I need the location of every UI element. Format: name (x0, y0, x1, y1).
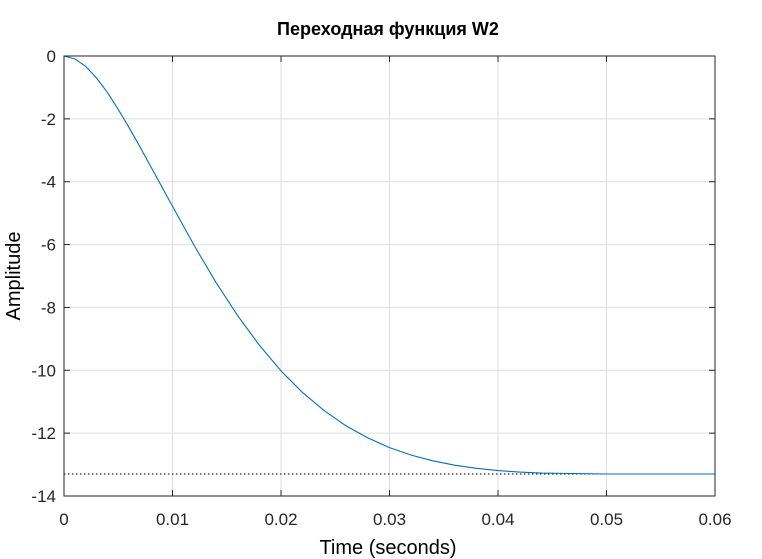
chart-title: Переходная функция W2 (277, 19, 499, 39)
y-axis-label: Amplitude (3, 232, 25, 321)
y-tick-label: -12 (31, 424, 56, 443)
y-tick-label: -10 (31, 361, 56, 380)
step-response-line (63, 55, 715, 475)
y-tick-label: -2 (41, 110, 56, 129)
plot-area: 0 0.01 0.02 0.03 0.04 0.05 0.06 0 -2 -4 -6 -8 -10 -12… (31, 47, 731, 529)
x-tick-label: 0.02 (264, 510, 297, 529)
y-tick-label: -8 (41, 298, 56, 317)
y-tick-label: -4 (41, 173, 56, 192)
y-tick-label: 0 (47, 47, 56, 66)
x-tick-label: 0 (59, 510, 68, 529)
x-tick-label: 0.04 (481, 510, 514, 529)
x-tick-label: 0.05 (590, 510, 623, 529)
x-tick-label: 0.01 (156, 510, 189, 529)
x-tick-label: 0.03 (373, 510, 406, 529)
x-tick-label: 0.06 (698, 510, 731, 529)
x-axis-label: Time (seconds) (319, 537, 456, 559)
y-tick-label: -6 (41, 236, 56, 255)
y-tick-label: -14 (31, 487, 56, 506)
